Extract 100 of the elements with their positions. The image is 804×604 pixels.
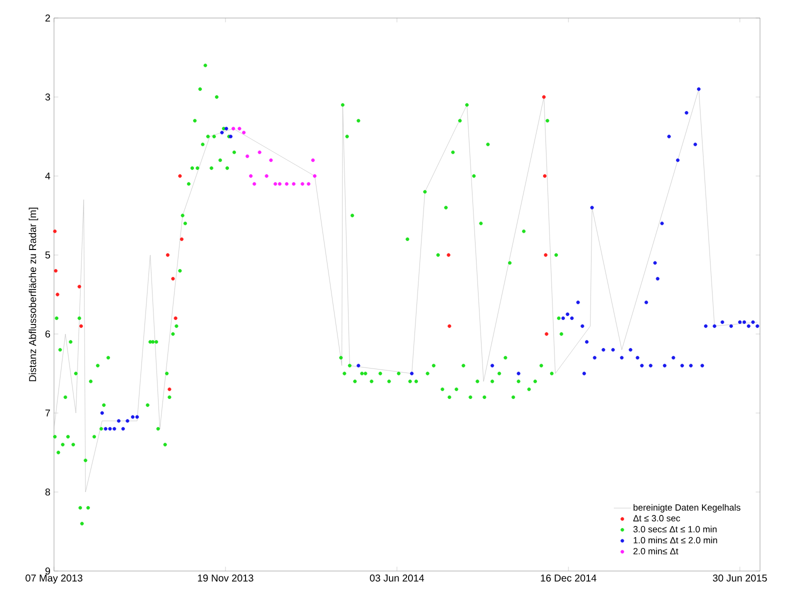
point [126,419,130,423]
point [446,253,450,257]
point [53,230,57,234]
point [490,364,494,368]
point [720,320,724,324]
point [264,174,268,178]
point [166,253,170,257]
point [738,320,742,324]
point [746,324,750,328]
point [284,182,289,186]
point [580,324,584,328]
point [542,95,546,99]
point [311,158,315,162]
y-tick-label: 9 [45,567,50,575]
point [79,324,83,328]
y-tick-label: 2 [45,14,50,22]
point [756,324,760,328]
point [232,126,236,130]
point [628,348,632,352]
point [584,340,589,344]
point [171,276,175,280]
y-tick-label: 4 [45,172,50,180]
legend-label: 1.0 min≤ Δt ≤ 2.0 min [634,536,718,544]
legend-label: 3.0 sec≤ Δt ≤ 1.0 min [633,526,717,532]
point [620,356,624,360]
point [644,300,648,304]
point [112,427,116,431]
point [246,154,250,158]
point [242,130,246,134]
point [238,126,242,130]
point [135,415,139,419]
point [130,415,135,419]
point [300,182,304,186]
point [751,320,755,324]
y-tick-label: 7 [45,410,50,416]
y-tick-label: 6 [45,330,50,338]
point [56,292,60,296]
legend-label: 2.0 min≤ Δt [633,548,678,554]
legend-label: Δt ≤ 3.0 sec [633,515,680,522]
point [636,356,640,360]
point [700,364,704,368]
point [684,111,688,115]
line-series [54,88,758,492]
point [742,320,746,324]
point [602,348,606,352]
point [312,174,316,178]
point [544,332,548,336]
point [570,316,574,320]
point [410,372,414,376]
point [274,182,278,186]
point [258,150,262,154]
point [168,388,172,392]
point [224,126,228,130]
point [543,174,547,178]
point [566,312,570,316]
point [640,364,644,368]
point [278,182,282,186]
point [174,316,178,320]
point [648,364,652,368]
point [704,324,708,328]
point [252,182,256,186]
point [696,87,701,91]
point [729,324,733,328]
x-tick-label: 03 Jun 2014 [370,574,424,582]
point [689,364,693,368]
point [592,356,596,360]
point [680,364,684,368]
point [561,316,565,320]
point [108,427,112,431]
point [100,411,104,415]
point [78,284,82,288]
point [104,427,108,431]
point [448,324,452,328]
point [116,419,121,423]
x-tick-label: 19 Nov 2013 [198,574,254,582]
point [590,206,594,210]
point [672,356,676,360]
x-tick-label: 30 Jun 2015 [712,574,767,582]
point [356,364,360,368]
x-tick-label: 07 May 2013 [26,574,82,584]
point [653,261,657,265]
point [180,237,184,241]
point [54,269,58,273]
y-tick-label: 5 [45,252,50,258]
point [306,182,310,186]
point [676,158,680,162]
point [178,174,182,178]
point [576,300,580,304]
point [656,276,660,280]
point [121,427,125,431]
point [667,134,671,138]
point [660,222,664,226]
x-tick-label: 16 Dec 2014 [540,574,596,582]
y-tick-label: 3 [45,93,50,101]
point [582,372,586,376]
y-tick-label: 8 [45,488,50,496]
point [611,348,615,352]
point [662,364,666,368]
point [269,158,273,162]
point [292,182,296,186]
